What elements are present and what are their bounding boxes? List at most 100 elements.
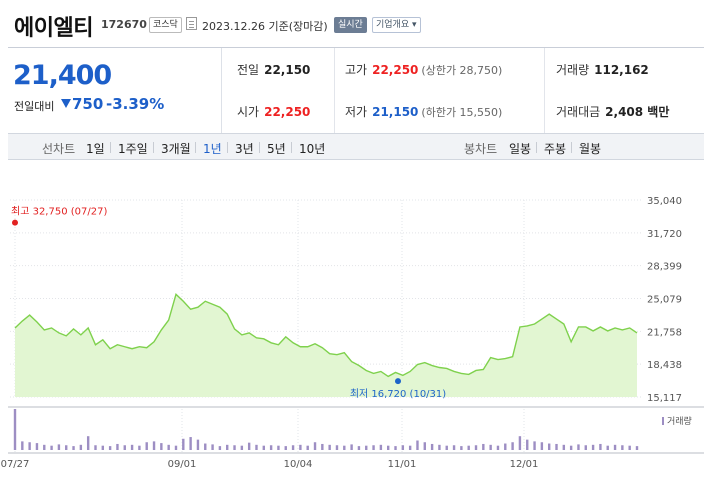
prev-close-value: 22,150 xyxy=(264,63,311,77)
volume-bar xyxy=(196,439,200,450)
x-tick-label: 11/01 xyxy=(388,459,417,470)
volume-bar xyxy=(204,443,207,450)
quote-divider xyxy=(334,48,335,134)
prev-close-cell: 전일 22,150 xyxy=(237,61,310,78)
volume-bar xyxy=(504,443,507,450)
volume-legend-label: 거래량 xyxy=(667,415,692,427)
y-tick-label: 35,040 xyxy=(647,196,682,207)
volume-bar xyxy=(123,445,126,450)
volume-bar xyxy=(21,441,24,450)
separator xyxy=(571,142,572,153)
volume-bar xyxy=(211,444,214,450)
volume-bar xyxy=(65,445,68,450)
volume-bar xyxy=(152,441,156,450)
candle-weekly[interactable]: 주봉 xyxy=(544,142,567,156)
volume-bar xyxy=(255,444,258,450)
market-badge: 코스닥 xyxy=(149,17,182,33)
base-date: 2023.12.26 기준(장마감) xyxy=(202,20,328,33)
volume-bar xyxy=(321,443,324,450)
volume-bar xyxy=(79,444,83,450)
candle-chart-label: 봉차트 xyxy=(464,142,498,156)
volume-bar xyxy=(365,445,368,450)
volume-bar xyxy=(452,445,456,450)
volume-bar xyxy=(416,440,419,450)
price-line xyxy=(14,293,638,378)
period-1year[interactable]: 1년 xyxy=(203,142,222,156)
y-tick-label: 31,720 xyxy=(647,229,682,240)
min-label: 최저 16,720 (10/31) xyxy=(350,388,446,400)
volume-bar xyxy=(86,436,90,450)
period-3month[interactable]: 3개월 xyxy=(161,142,191,156)
volume-bar xyxy=(240,445,244,450)
volume-bar xyxy=(299,444,302,450)
low-label: 저가 xyxy=(345,105,368,119)
amount-cell: 거래대금 2,408 백만 xyxy=(556,103,669,120)
volume-bar xyxy=(343,445,346,450)
candle-monthly[interactable]: 월봉 xyxy=(579,142,602,156)
volume-bar xyxy=(467,445,470,450)
volume-bar xyxy=(313,442,317,450)
volume-bar xyxy=(599,443,602,450)
volume-bar xyxy=(116,443,119,450)
company-overview-button[interactable]: 기업개요 ▾ xyxy=(372,17,421,33)
period-1day[interactable]: 1일 xyxy=(86,142,105,156)
volume-value: 112,162 xyxy=(594,63,649,77)
volume-cell: 거래량 112,162 xyxy=(556,61,649,78)
volume-bar xyxy=(387,445,390,450)
volume-bar xyxy=(262,445,265,450)
stock-header: 에이엘티 172670 코스닥 2023.12.26 기준(장마감) 실시간 기… xyxy=(0,0,710,48)
volume-bar xyxy=(613,444,617,450)
volume-bar xyxy=(423,442,426,450)
document-icon[interactable] xyxy=(186,17,197,30)
volume-label: 거래량 xyxy=(556,63,590,77)
realtime-button[interactable]: 실시간 xyxy=(334,17,367,33)
separator xyxy=(227,142,228,153)
x-tick-label: 10/04 xyxy=(284,459,313,470)
volume-bar xyxy=(496,445,500,450)
volume-bar xyxy=(394,446,397,450)
volume-bar xyxy=(108,446,112,450)
volume-bar xyxy=(474,445,478,450)
open-value: 22,250 xyxy=(264,105,311,119)
volume-bar xyxy=(130,444,134,450)
down-triangle-icon xyxy=(61,99,71,108)
open-cell: 시가 22,250 xyxy=(237,103,310,120)
volume-bar xyxy=(284,446,287,450)
separator xyxy=(291,142,292,153)
volume-bar xyxy=(430,443,434,450)
volume-bar xyxy=(57,444,61,450)
volume-bar xyxy=(379,444,383,450)
volume-bar xyxy=(569,445,573,450)
period-10year[interactable]: 10년 xyxy=(299,142,326,156)
open-label: 시가 xyxy=(237,105,260,119)
volume-bar xyxy=(247,442,251,450)
candle-daily[interactable]: 일봉 xyxy=(509,142,532,156)
period-3year[interactable]: 3년 xyxy=(235,142,254,156)
volume-bar xyxy=(189,437,192,450)
volume-bar xyxy=(218,446,222,450)
separator xyxy=(110,142,111,153)
separator xyxy=(195,142,196,153)
prev-close-label: 전일 xyxy=(237,63,260,77)
separator xyxy=(259,142,260,153)
y-tick-label: 28,399 xyxy=(647,262,682,273)
volume-bar xyxy=(226,444,229,450)
volume-bar xyxy=(174,445,178,450)
volume-bar xyxy=(350,444,353,450)
volume-bar xyxy=(50,445,53,450)
volume-bar xyxy=(269,445,273,450)
y-tick-label: 25,079 xyxy=(647,295,682,306)
volume-legend-mark xyxy=(662,417,664,425)
quote-divider xyxy=(544,48,545,134)
high-value: 22,250 xyxy=(372,63,419,77)
period-1week[interactable]: 1주일 xyxy=(118,142,148,156)
price-chart-svg: 35,040 31,720 28,399 25,079 21,758 18,438 15,1… xyxy=(1,196,704,470)
low-cell: 저가 21,150 (하한가 15,550) xyxy=(345,103,502,120)
period-5year[interactable]: 5년 xyxy=(267,142,286,156)
volume-bar xyxy=(540,442,544,450)
stock-code: 172670 xyxy=(101,18,147,31)
volume-bar xyxy=(584,445,587,450)
separator xyxy=(536,142,537,153)
lower-limit: (하한가 15,550) xyxy=(421,106,503,119)
volume-bar xyxy=(547,443,551,450)
